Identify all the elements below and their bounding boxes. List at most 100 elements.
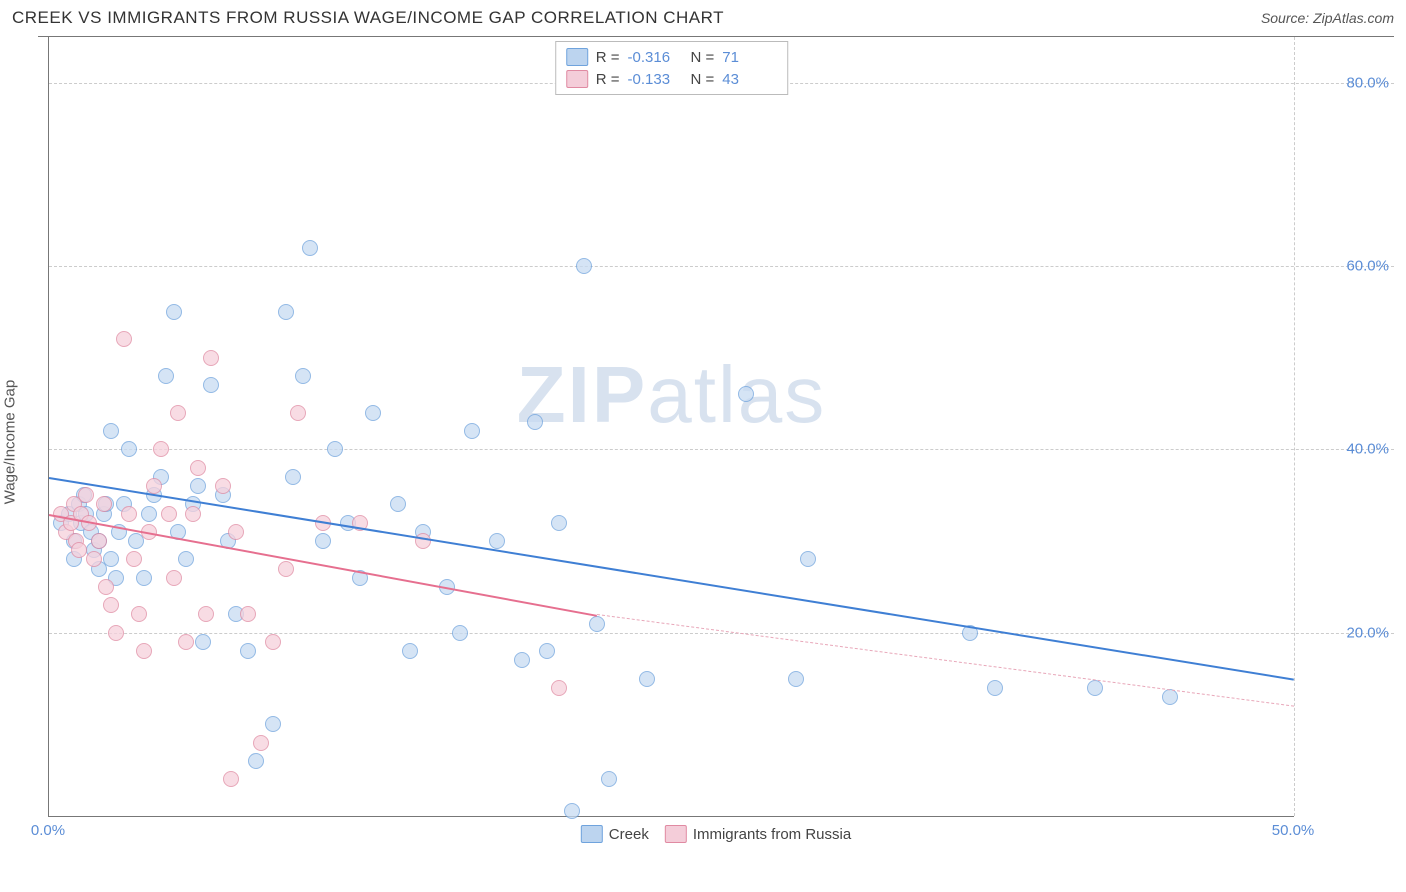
legend-stat-label: R = [596, 71, 620, 88]
scatter-point [800, 551, 816, 567]
y-tick-label: 20.0% [1299, 624, 1389, 641]
scatter-point [738, 386, 754, 402]
legend-stat-row: R = -0.316 N = 71 [566, 46, 778, 68]
legend-series: Creek Immigrants from Russia [581, 825, 851, 843]
scatter-point [278, 304, 294, 320]
scatter-point [121, 441, 137, 457]
scatter-point [121, 506, 137, 522]
legend-label: Creek [609, 826, 649, 843]
scatter-point [131, 606, 147, 622]
scatter-point [146, 478, 162, 494]
scatter-point [248, 753, 264, 769]
scatter-point [103, 423, 119, 439]
scatter-point [98, 579, 114, 595]
scatter-point [452, 625, 468, 641]
watermark: ZIPatlas [517, 349, 826, 441]
legend-r-value: -0.133 [628, 71, 683, 88]
scatter-point [96, 496, 112, 512]
scatter-point [464, 423, 480, 439]
scatter-point [265, 634, 281, 650]
scatter-point [228, 524, 244, 540]
scatter-point [103, 551, 119, 567]
scatter-point [295, 368, 311, 384]
scatter-point [402, 643, 418, 659]
scatter-point [589, 616, 605, 632]
scatter-point [365, 405, 381, 421]
legend-correlation-box: R = -0.316 N = 71 R = -0.133 N = 43 [555, 41, 789, 95]
scatter-point [514, 652, 530, 668]
scatter-point [185, 506, 201, 522]
legend-label: Immigrants from Russia [693, 826, 851, 843]
y-tick-label: 80.0% [1299, 74, 1389, 91]
scatter-point [390, 496, 406, 512]
plot-area: ZIPatlas R =-0.316N =71R =-0.133N =43 20… [48, 37, 1294, 817]
y-axis-label: Wage/Income Gap [2, 380, 19, 505]
scatter-point [601, 771, 617, 787]
scatter-point [71, 542, 87, 558]
gridline-horizontal [49, 449, 1394, 450]
gridline-horizontal [49, 633, 1394, 634]
scatter-point [539, 643, 555, 659]
scatter-point [215, 478, 231, 494]
legend-stat-label: R = [596, 49, 620, 66]
trend-line [49, 477, 1294, 681]
legend-swatch [581, 825, 603, 843]
scatter-point [153, 441, 169, 457]
scatter-point [190, 478, 206, 494]
legend-swatch [665, 825, 687, 843]
scatter-point [223, 771, 239, 787]
scatter-point [551, 680, 567, 696]
scatter-point [103, 597, 119, 613]
scatter-point [290, 405, 306, 421]
scatter-point [166, 304, 182, 320]
scatter-point [190, 460, 206, 476]
scatter-point [178, 634, 194, 650]
scatter-point [158, 368, 174, 384]
scatter-point [203, 377, 219, 393]
scatter-point [240, 606, 256, 622]
y-tick-label: 40.0% [1299, 441, 1389, 458]
scatter-point [166, 570, 182, 586]
scatter-point [86, 551, 102, 567]
scatter-point [278, 561, 294, 577]
scatter-point [136, 570, 152, 586]
gridline-horizontal [49, 266, 1394, 267]
scatter-point [788, 671, 804, 687]
legend-swatch [566, 48, 588, 66]
scatter-point [203, 350, 219, 366]
scatter-point [315, 533, 331, 549]
chart-title: CREEK VS IMMIGRANTS FROM RUSSIA WAGE/INC… [12, 8, 724, 28]
scatter-point [639, 671, 655, 687]
scatter-point [1162, 689, 1178, 705]
y-tick-label: 60.0% [1299, 258, 1389, 275]
scatter-point [178, 551, 194, 567]
scatter-point [253, 735, 269, 751]
legend-stat-label: N = [691, 71, 715, 88]
source-attribution: Source: ZipAtlas.com [1261, 10, 1394, 26]
chart-container: Wage/Income Gap ZIPatlas R =-0.316N =71R… [38, 36, 1394, 847]
scatter-point [415, 533, 431, 549]
legend-stat-row: R = -0.133 N = 43 [566, 68, 778, 90]
scatter-point [302, 240, 318, 256]
legend-n-value: 71 [722, 49, 777, 66]
legend-item: Immigrants from Russia [665, 825, 851, 843]
scatter-point [1087, 680, 1103, 696]
scatter-point [527, 414, 543, 430]
scatter-point [564, 803, 580, 819]
scatter-point [141, 506, 157, 522]
legend-r-value: -0.316 [628, 49, 683, 66]
scatter-point [116, 331, 132, 347]
gridline-vertical [1294, 37, 1295, 816]
scatter-point [240, 643, 256, 659]
legend-stat-label: N = [691, 49, 715, 66]
scatter-point [78, 487, 94, 503]
scatter-point [170, 405, 186, 421]
legend-n-value: 43 [722, 71, 777, 88]
scatter-point [987, 680, 1003, 696]
scatter-point [108, 625, 124, 641]
scatter-point [91, 533, 107, 549]
scatter-point [198, 606, 214, 622]
x-tick-label: 50.0% [1272, 822, 1315, 839]
scatter-point [285, 469, 301, 485]
scatter-point [489, 533, 505, 549]
